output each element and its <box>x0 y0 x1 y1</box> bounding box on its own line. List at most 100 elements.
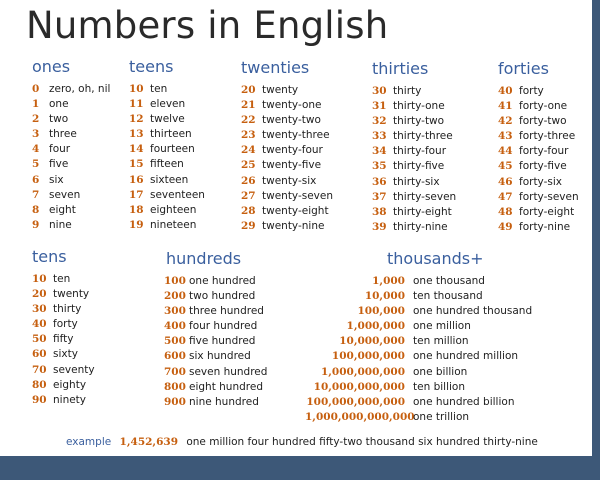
example-words: one million four hundred fifty-two thous… <box>186 436 538 448</box>
number-word: forty-seven <box>519 190 579 203</box>
list-item: 47 forty-seven <box>498 190 579 205</box>
list-item: 18 eighteen <box>129 203 205 218</box>
thirties-heading: thirties <box>372 59 429 78</box>
number-value: 13 <box>129 128 144 141</box>
number-value: 8 <box>32 203 40 216</box>
list-item: 16 sixteen <box>129 173 205 188</box>
number-word: five hundred <box>189 335 256 348</box>
number-word: nine <box>49 218 72 231</box>
number-value: 7 <box>32 188 40 201</box>
number-value: 45 <box>498 160 513 173</box>
list-item: 26 twenty-six <box>241 174 333 189</box>
example-label: example <box>66 436 112 448</box>
number-word: forty-six <box>519 175 562 188</box>
list-item: 24 twenty-four <box>241 143 333 158</box>
number-value: 40 <box>498 85 513 97</box>
section-forties: forties 40 forty 41 forty-one 42 forty-two 43 fo… <box>498 60 579 235</box>
number-value: 2 <box>32 113 40 126</box>
number-word: thirty <box>53 303 82 316</box>
number-value: 70 <box>32 363 47 376</box>
number-word: one thousand <box>413 275 485 287</box>
number-value: 30 <box>32 303 47 316</box>
list-item: 5 five <box>32 157 110 172</box>
list-item: 80 eighty <box>32 378 95 393</box>
number-value: 600 <box>164 350 186 363</box>
number-word: one hundred million <box>413 350 519 363</box>
list-item: 37 thirty-seven <box>372 190 456 205</box>
list-item: 1,000,000 one million <box>305 319 532 334</box>
number-value: 9 <box>32 218 40 231</box>
number-value: 34 <box>372 145 387 158</box>
number-value: 1,000,000,000,000 <box>305 410 415 423</box>
number-value: 500 <box>164 335 186 348</box>
number-word: ten billion <box>413 380 465 393</box>
number-value: 10,000,000,000 <box>313 380 405 393</box>
list-item: 800 eight hundred <box>164 380 267 395</box>
list-item: 400 four hundred <box>164 319 267 334</box>
list-item: 1,000,000,000 one billion <box>305 365 532 380</box>
forties-heading: forties <box>498 59 549 78</box>
number-word: six <box>49 173 64 186</box>
number-word: thirty-three <box>393 130 453 143</box>
number-value: 12 <box>129 113 144 126</box>
number-word: twenty-six <box>262 174 317 187</box>
list-item: 11 eleven <box>129 97 205 112</box>
number-value: 38 <box>372 205 387 218</box>
number-value: 3 <box>32 128 40 141</box>
list-item: 10 ten <box>32 272 95 287</box>
number-value: 10,000 <box>364 290 405 303</box>
number-word: eight hundred <box>189 380 263 393</box>
list-item: 70 seventy <box>32 363 95 378</box>
number-value: 10 <box>129 83 144 95</box>
list-item: 20 twenty <box>32 287 95 302</box>
list-item: 15 fifteen <box>129 157 205 172</box>
number-value: 48 <box>498 205 513 218</box>
number-value: 1,000,000,000 <box>320 365 405 378</box>
number-word: six hundred <box>189 350 251 363</box>
number-word: two <box>49 113 69 126</box>
number-value: 11 <box>129 98 144 111</box>
list-item: 44 forty-four <box>498 144 579 159</box>
number-word: seven hundred <box>189 365 268 378</box>
list-item: 2 two <box>32 112 110 127</box>
number-value: 4 <box>32 143 40 156</box>
number-word: one billion <box>413 365 468 378</box>
list-item: 25 twenty-five <box>241 158 333 173</box>
list-item: 27 twenty-seven <box>241 189 333 204</box>
number-word: fourteen <box>150 143 195 156</box>
number-value: 1 <box>32 98 40 111</box>
number-word: three hundred <box>189 305 264 318</box>
list-item: 49 forty-nine <box>498 220 579 235</box>
section-teens: teens 10 ten 11 eleven 12 twelve 13 thirteen 14 fo… <box>129 58 205 233</box>
number-value: 44 <box>498 145 513 158</box>
number-word: fifty <box>53 333 74 346</box>
number-value: 100,000,000 <box>331 350 405 363</box>
number-word: eighty <box>53 378 87 391</box>
number-value: 29 <box>241 219 256 232</box>
list-item: 100 one hundred <box>164 274 267 289</box>
number-word: three <box>49 128 77 141</box>
section-ones: ones 0 zero, oh, nil 1 one 2 two 3 three 4 four 5 fi… <box>32 58 110 233</box>
list-item: 200 two hundred <box>164 289 267 304</box>
list-item: 29 twenty-nine <box>241 219 333 234</box>
number-word: twenty <box>262 84 299 96</box>
number-value: 31 <box>372 100 387 113</box>
list-item: 46 forty-six <box>498 175 579 190</box>
number-word: twelve <box>150 113 185 126</box>
number-word: ten <box>53 273 71 285</box>
number-value: 36 <box>372 175 387 188</box>
number-value: 17 <box>129 188 144 201</box>
number-word: one hundred thousand <box>413 305 533 318</box>
number-value: 20 <box>32 288 47 301</box>
list-item: 10,000,000,000 ten billion <box>305 380 532 395</box>
number-value: 60 <box>32 348 47 361</box>
number-word: four hundred <box>189 320 258 333</box>
number-value: 300 <box>164 305 186 318</box>
list-item: 900 nine hundred <box>164 395 267 410</box>
number-value: 900 <box>164 395 186 408</box>
twenties-heading: twenties <box>241 58 310 77</box>
number-value: 100 <box>164 275 186 287</box>
thousands-heading: thousands+ <box>387 249 484 268</box>
number-value: 30 <box>372 85 387 97</box>
number-value: 35 <box>372 160 387 173</box>
